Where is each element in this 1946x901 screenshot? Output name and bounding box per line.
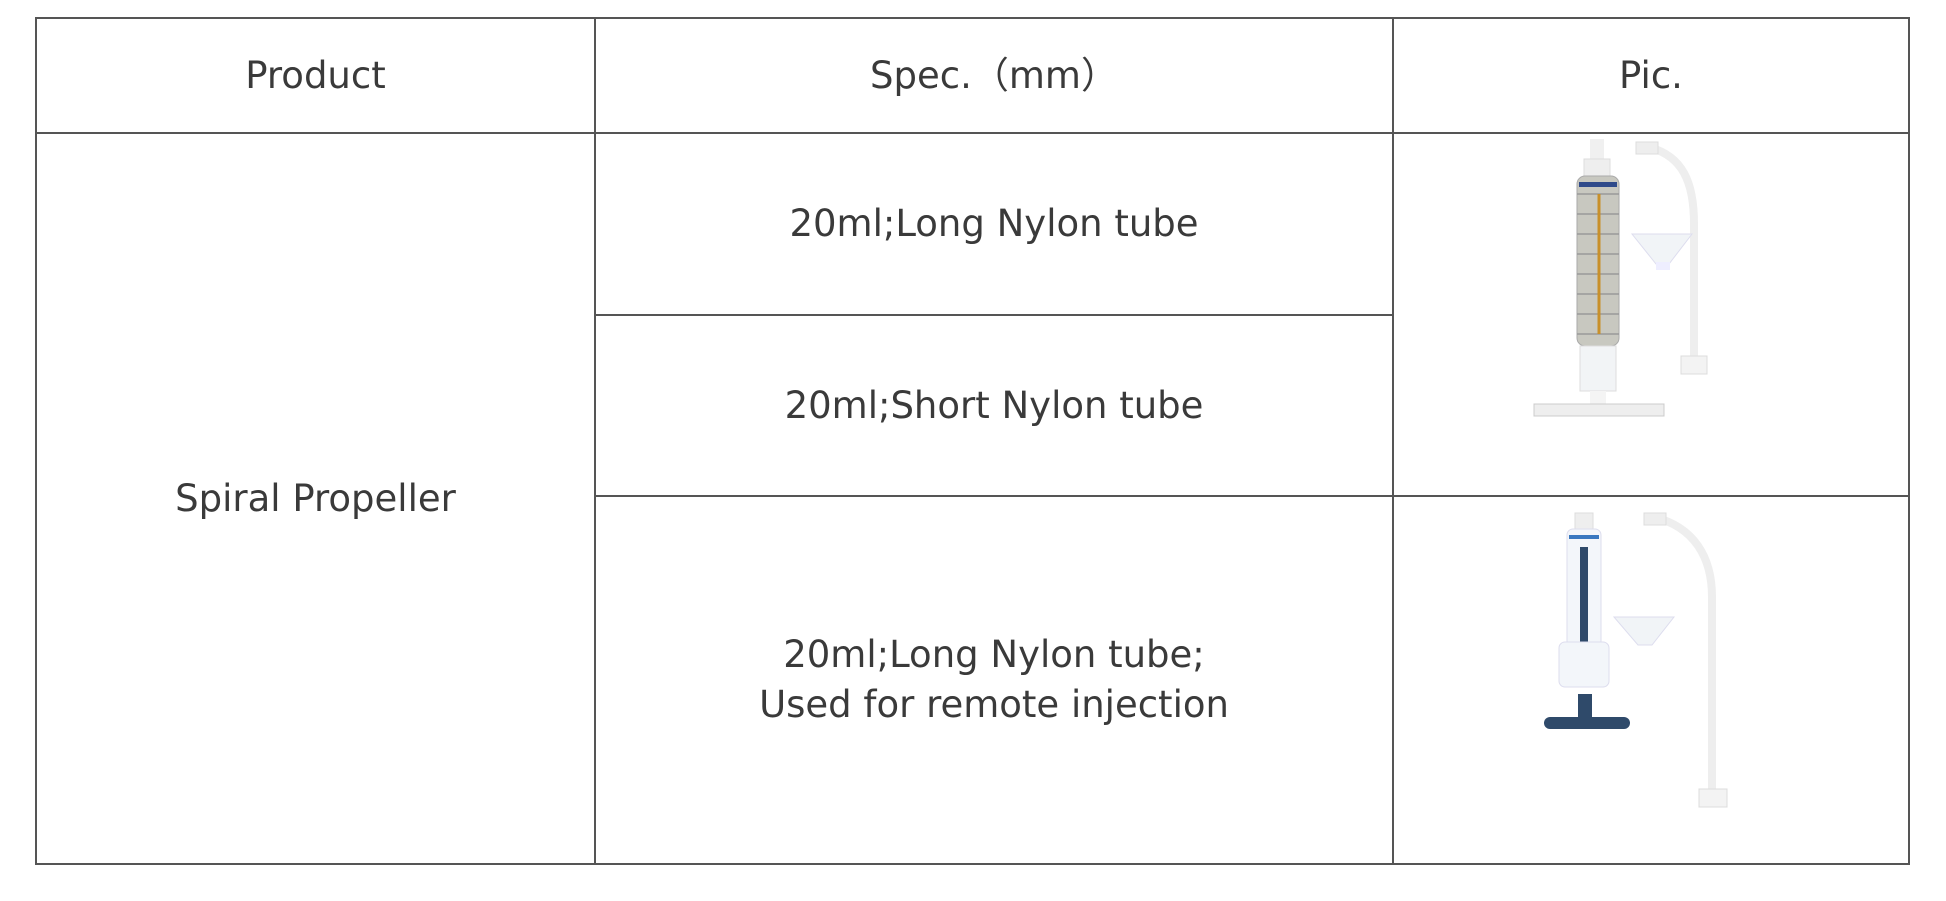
spec-row-1: 20ml;Long Nylon tube <box>596 134 1392 314</box>
column-divider <box>1392 19 1394 863</box>
spec-text: 20ml;Long Nylon tube; <box>783 633 1205 676</box>
spec-text: 20ml;Long Nylon tube <box>789 202 1199 245</box>
column-divider <box>594 19 596 863</box>
spec-text: 20ml;Short Nylon tube <box>784 383 1204 427</box>
product-image-remote-injection <box>1544 512 1728 808</box>
product-name: Spiral Propeller <box>175 476 456 520</box>
product-spec-table: Product Spec.（mm） Pic. Spiral Propeller … <box>35 17 1910 865</box>
row-divider <box>594 495 1908 497</box>
header-divider <box>37 132 1908 134</box>
spec-text: Used for remote injection <box>759 683 1229 726</box>
header-pic: Pic. <box>1619 53 1683 97</box>
product-image-spiral-propeller <box>1533 139 1708 417</box>
header-spec: Spec.（mm） <box>870 53 1118 97</box>
spec-row-3: 20ml;Long Nylon tube; Used for remote in… <box>596 497 1392 863</box>
spec-row-2: 20ml;Short Nylon tube <box>596 316 1392 495</box>
row-divider <box>594 314 1394 316</box>
header-product: Product <box>245 53 386 97</box>
